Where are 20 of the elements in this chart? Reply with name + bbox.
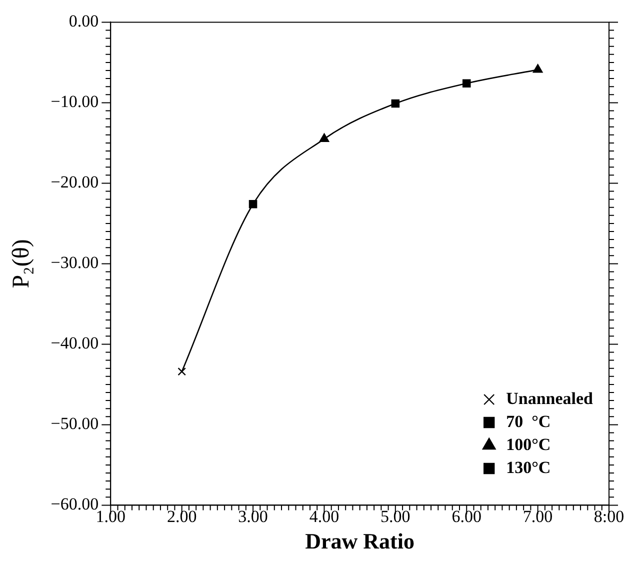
x-tick-label: 3.00: [238, 506, 268, 526]
x-tick-label: 8:00: [594, 506, 624, 526]
x-tick-label: 6.00: [452, 506, 482, 526]
y-tick-label: −40.00: [50, 334, 99, 353]
x-tick-label: 2.00: [166, 506, 197, 526]
x-tick-label: 4.00: [309, 506, 340, 526]
y-tick-label: −10.00: [50, 92, 99, 112]
y-tick-label: −30.00: [50, 253, 99, 272]
y-tick-label: 0.00: [68, 12, 99, 31]
legend-label: Unannealed: [506, 388, 594, 408]
x-tick-label: 7.00: [522, 506, 553, 526]
x-tick-label: 5.00: [380, 506, 410, 526]
legend-label: 70 °C: [506, 412, 551, 431]
y-tick-label: −20.00: [50, 172, 99, 192]
legend-label: 130°C: [506, 458, 551, 477]
y-tick-label: −50.00: [50, 414, 99, 434]
x-axis-title: Draw Ratio: [305, 528, 415, 554]
y-axis-title: P₂(θ): [8, 239, 35, 288]
y-tick-label: −60.00: [50, 494, 99, 514]
legend-label: 100°C: [506, 434, 551, 454]
